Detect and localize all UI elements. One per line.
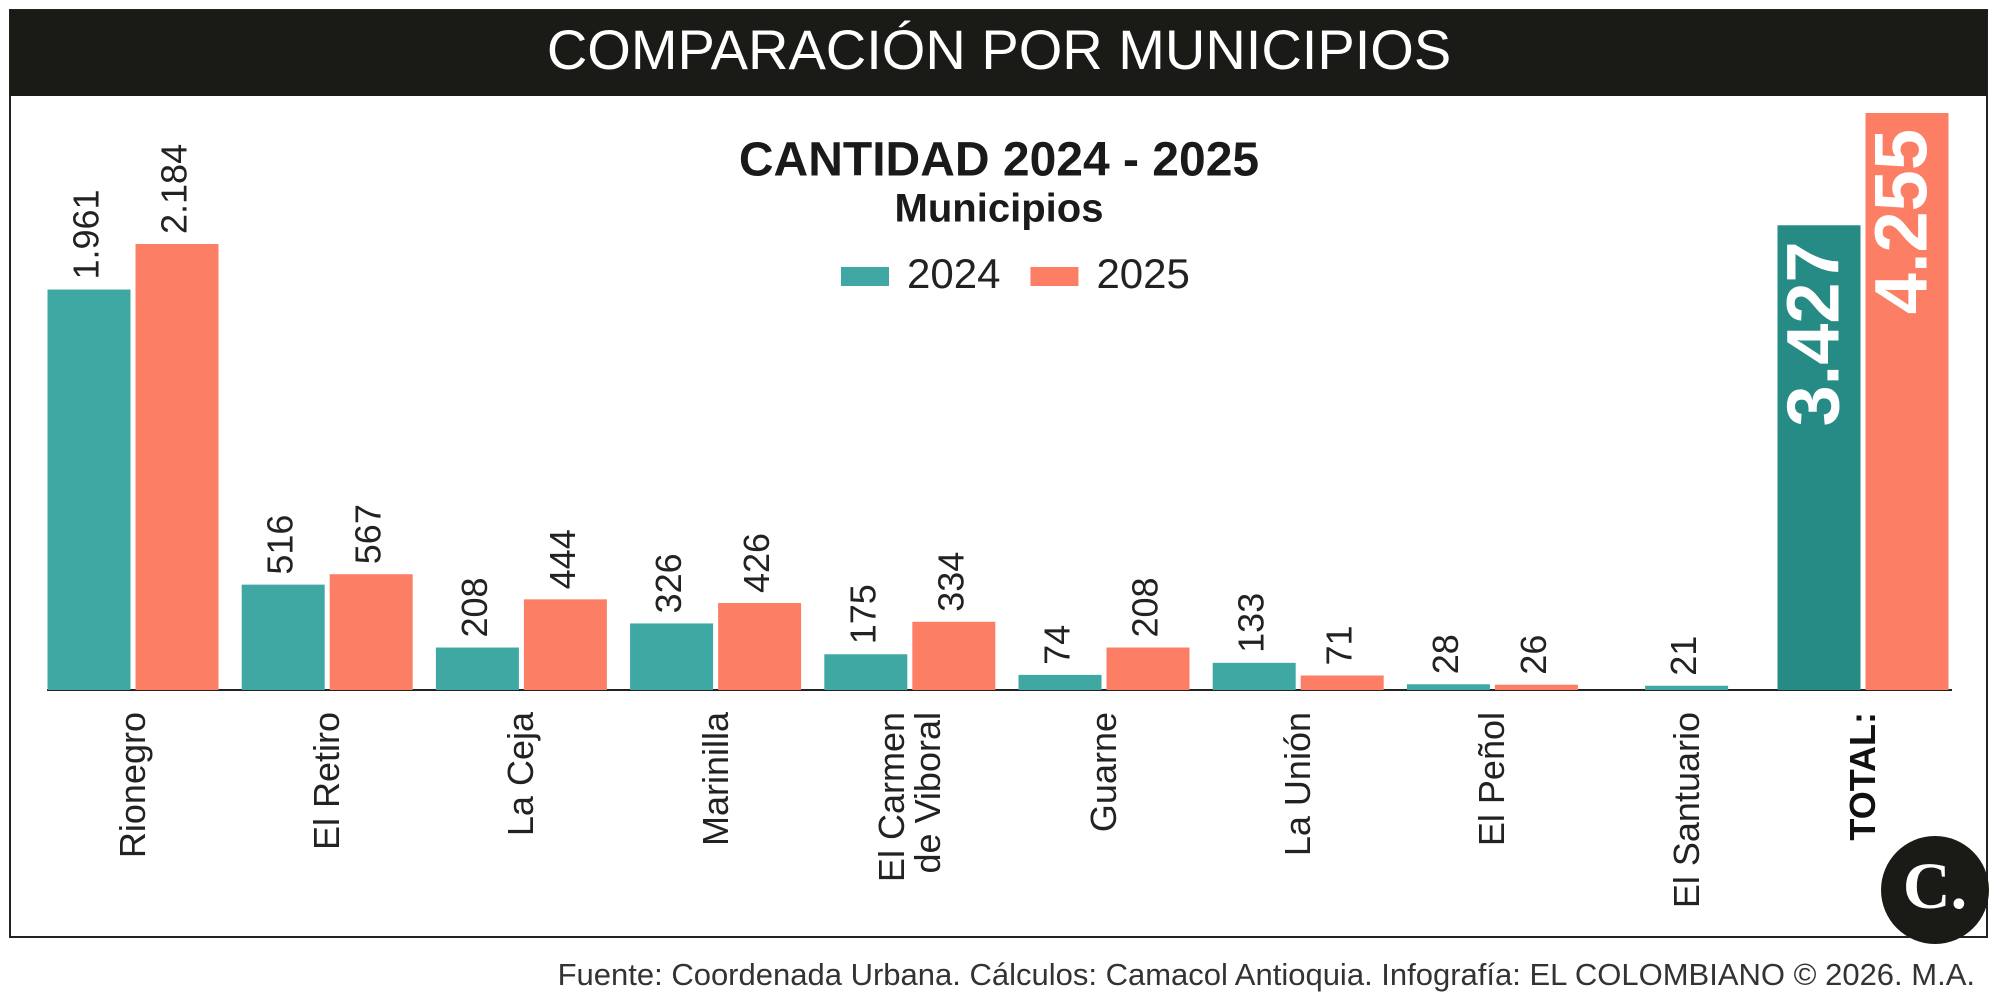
bar	[47, 289, 131, 690]
bar	[1018, 674, 1102, 690]
bar	[824, 654, 908, 690]
bar	[630, 623, 714, 690]
bar	[912, 621, 996, 690]
x-tick-label: El Peñol	[1471, 712, 1513, 847]
chart-subtitle: Municipios	[895, 187, 1104, 231]
value-label: 334	[930, 552, 971, 612]
legend-label: 2025	[1096, 250, 1189, 297]
legend-swatch	[841, 267, 889, 286]
value-label: 444	[542, 529, 583, 589]
value-label: 208	[1125, 577, 1166, 637]
bar	[523, 599, 607, 690]
logo-circle	[1881, 836, 1989, 944]
x-tick-label: El Retiro	[306, 712, 348, 851]
header-title: COMPARACIÓN POR MUNICIPIOS	[547, 18, 1451, 81]
total-bar	[1777, 225, 1861, 691]
legend-swatch	[1030, 267, 1079, 286]
value-label: 1.961	[66, 189, 107, 279]
value-label: 21	[1663, 636, 1704, 676]
frame	[9, 9, 1988, 938]
value-label: 133	[1231, 593, 1272, 653]
bar	[241, 584, 325, 690]
total-value-label: 3.427	[1772, 241, 1855, 426]
bar	[1406, 684, 1490, 690]
x-tick-label: Marinilla	[694, 712, 736, 847]
value-label: 74	[1037, 625, 1078, 665]
header-bar	[10, 10, 1987, 96]
value-label: 71	[1319, 625, 1360, 665]
value-label: 26	[1513, 635, 1554, 675]
x-tick-label: La Unión	[1277, 712, 1319, 857]
total-value-label: 4.255	[1860, 129, 1943, 314]
total-bar	[1865, 113, 1949, 690]
bar	[1212, 662, 1296, 690]
bar	[1300, 675, 1384, 690]
value-label: 175	[842, 584, 883, 644]
bar	[1645, 685, 1729, 690]
chart-title: CANTIDAD 2024 - 2025	[739, 134, 1259, 187]
value-label: 426	[736, 533, 777, 593]
value-label: 567	[348, 504, 389, 564]
x-tick-label: El Santuario	[1665, 712, 1707, 909]
bar	[1106, 647, 1190, 690]
value-label: 208	[454, 577, 495, 637]
logo: C.	[1903, 850, 1967, 923]
value-label: 516	[260, 515, 301, 575]
value-label: 326	[648, 553, 689, 613]
x-tick-label: La Ceja	[500, 712, 542, 837]
bar	[135, 244, 219, 690]
total-label: TOTAL:	[1842, 712, 1883, 841]
bar	[329, 574, 413, 690]
value-label: 2.184	[154, 144, 195, 234]
legend-label: 2024	[907, 250, 1000, 297]
x-tick-label: Rionegro	[112, 712, 153, 859]
value-label: 28	[1425, 634, 1466, 674]
x-tick-label: El Carmen de Viboral	[870, 712, 948, 883]
x-tick-label: Guarne	[1083, 712, 1124, 833]
bar	[1494, 684, 1578, 690]
bar	[718, 603, 802, 690]
bar	[435, 647, 519, 690]
source-note: Fuente: Coordenada Urbana. Cálculos: Cam…	[558, 957, 1975, 992]
